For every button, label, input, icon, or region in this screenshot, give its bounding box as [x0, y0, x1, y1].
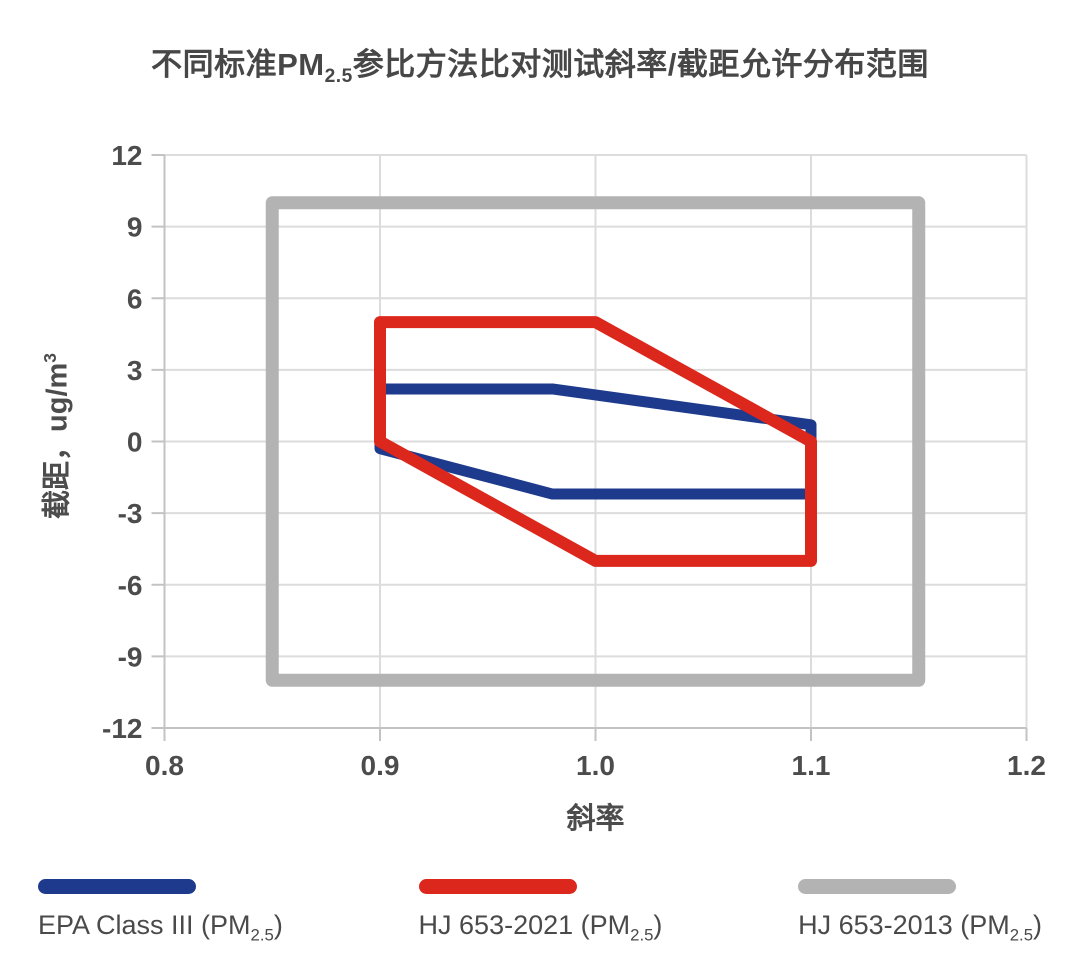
y-tick-label: 12 — [111, 140, 142, 171]
legend-item-hj-653-2013: HJ 653-2013 (PM2.5) — [798, 879, 1042, 945]
y-tick-label: -12 — [102, 713, 142, 744]
x-tick-label: 1.2 — [1007, 750, 1046, 781]
chart-title: 不同标准PM2.5参比方法比对测试斜率/截距允许分布范围 — [0, 46, 1080, 88]
chart-canvas: 12 9 6 3 0 -3 -6 -9 -120.8 0.9 1.0 1.1 1.2 斜率 — [102, 140, 1046, 835]
x-axis-title: 斜率 — [566, 801, 624, 835]
legend-label-text-suffix: ) — [653, 910, 663, 941]
legend-label-subscript: 2.5 — [1009, 925, 1033, 945]
legend-label-epa-class-iii: EPA Class III (PM2.5) — [38, 910, 283, 945]
y-axis-title-superscript: 3 — [40, 353, 60, 363]
y-tick-label: -6 — [118, 570, 143, 601]
y-axis-title: 截距，ug/m3 — [30, 276, 74, 596]
y-tick-label: 0 — [127, 427, 143, 458]
legend-label-text-suffix: ) — [1033, 910, 1042, 941]
legend: EPA Class III (PM2.5) HJ 653-2021 (PM2.5… — [0, 879, 1080, 945]
legend-label-subscript: 2.5 — [630, 925, 654, 945]
x-tick-label: 1.0 — [576, 750, 615, 781]
y-tick-label: -9 — [118, 642, 143, 673]
chart-title-subscript: 2.5 — [324, 66, 353, 88]
legend-item-hj-653-2021: HJ 653-2021 (PM2.5) — [418, 879, 663, 945]
y-tick-label: 6 — [127, 284, 143, 315]
series-hj-653-2013 — [265, 196, 926, 687]
legend-label-subscript: 2.5 — [250, 925, 274, 945]
x-tick-label: 1.1 — [792, 750, 831, 781]
y-axis-title-text: 截距，ug/m — [41, 362, 74, 519]
chart-title-text-suffix: 参比方法比对测试斜率/截距允许分布范围 — [352, 47, 929, 82]
legend-label-text: EPA Class III (PM — [38, 910, 251, 941]
series-hj-653-2021 — [374, 316, 817, 568]
legend-swatch-hj-653-2021 — [418, 879, 577, 895]
y-tick-label: -3 — [118, 498, 143, 529]
chart-title-text: 不同标准PM — [151, 47, 325, 82]
x-tick-label: 0.8 — [145, 750, 184, 781]
legend-label-hj-653-2021: HJ 653-2021 (PM2.5) — [419, 910, 663, 945]
y-tick-label: 9 — [127, 212, 143, 243]
legend-item-epa-class-iii: EPA Class III (PM2.5) — [38, 879, 283, 945]
legend-swatch-hj-653-2013 — [798, 879, 957, 895]
legend-label-text: HJ 653-2021 (PM — [418, 910, 631, 941]
legend-swatch-epa-class-iii — [38, 879, 196, 895]
x-tick-label: 0.9 — [361, 750, 400, 781]
legend-label-hj-653-2013: HJ 653-2013 (PM2.5) — [798, 910, 1042, 945]
legend-label-text-suffix: ) — [273, 910, 283, 941]
y-tick-label: 3 — [127, 355, 143, 386]
legend-label-text: HJ 653-2013 (PM — [798, 910, 1010, 941]
